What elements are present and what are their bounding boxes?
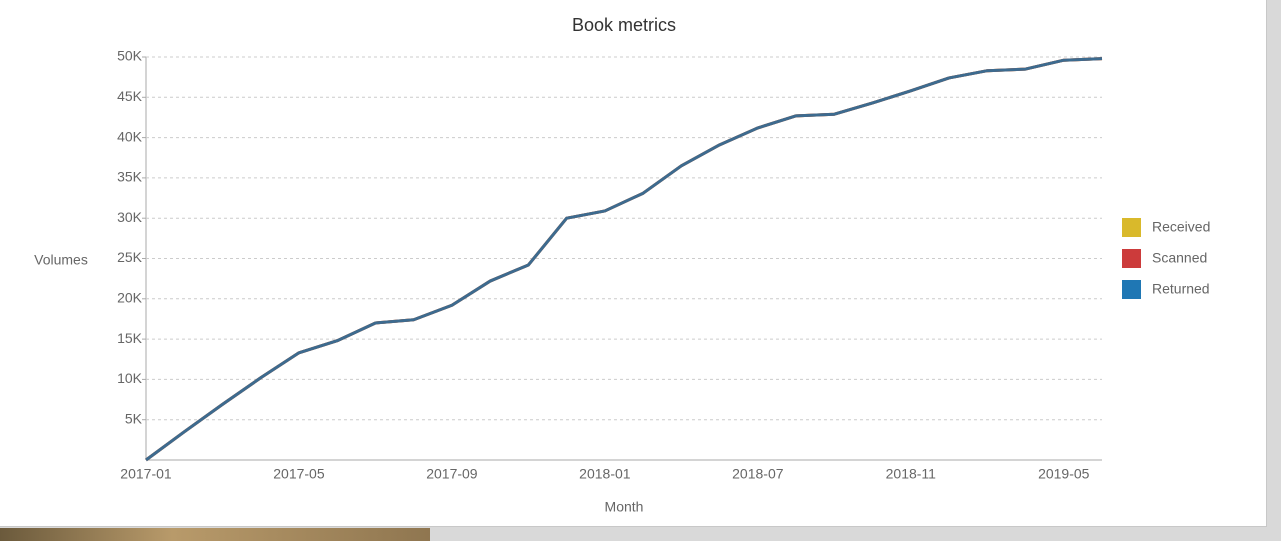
x-tick-label: 2018-07	[732, 466, 784, 482]
chart: Book metrics Volumes Month 5K 10K 15K 20K 25…	[34, 15, 1210, 515]
legend-label: Scanned	[1152, 250, 1207, 266]
y-tick-label: 30K	[117, 209, 143, 225]
chart-card	[0, 0, 1267, 527]
y-tick-label: 25K	[117, 249, 143, 265]
x-tick-label: 2017-01	[120, 466, 172, 482]
legend-swatch	[1122, 249, 1141, 268]
y-tick-label: 35K	[117, 169, 143, 185]
legend-swatch	[1122, 218, 1141, 237]
y-tick-label: 45K	[117, 88, 143, 104]
chart-title: Book metrics	[572, 15, 676, 35]
y-tick-label: 40K	[117, 128, 143, 144]
x-tick-label: 2018-11	[886, 466, 937, 482]
legend-swatch	[1122, 280, 1141, 299]
legend-label: Received	[1152, 219, 1210, 235]
legend-label: Returned	[1152, 281, 1210, 297]
series-line	[145, 57, 1103, 462]
y-tick-label: 5K	[125, 410, 143, 426]
x-tick-label: 2017-09	[426, 466, 478, 482]
series-line	[145, 57, 1103, 462]
x-tick-label: 2018-01	[579, 466, 631, 482]
y-axis-label: Volumes	[34, 252, 88, 268]
series-line	[145, 57, 1103, 462]
x-tick-label: 2017-05	[273, 466, 325, 482]
x-tick-label: 2019-05	[1038, 466, 1090, 482]
y-tick-label: 50K	[117, 48, 143, 64]
x-axis-label: Month	[605, 499, 644, 515]
y-tick-label: 10K	[117, 370, 143, 386]
y-tick-label: 20K	[117, 290, 143, 306]
background-image	[0, 528, 430, 541]
y-tick-label: 15K	[117, 330, 143, 346]
